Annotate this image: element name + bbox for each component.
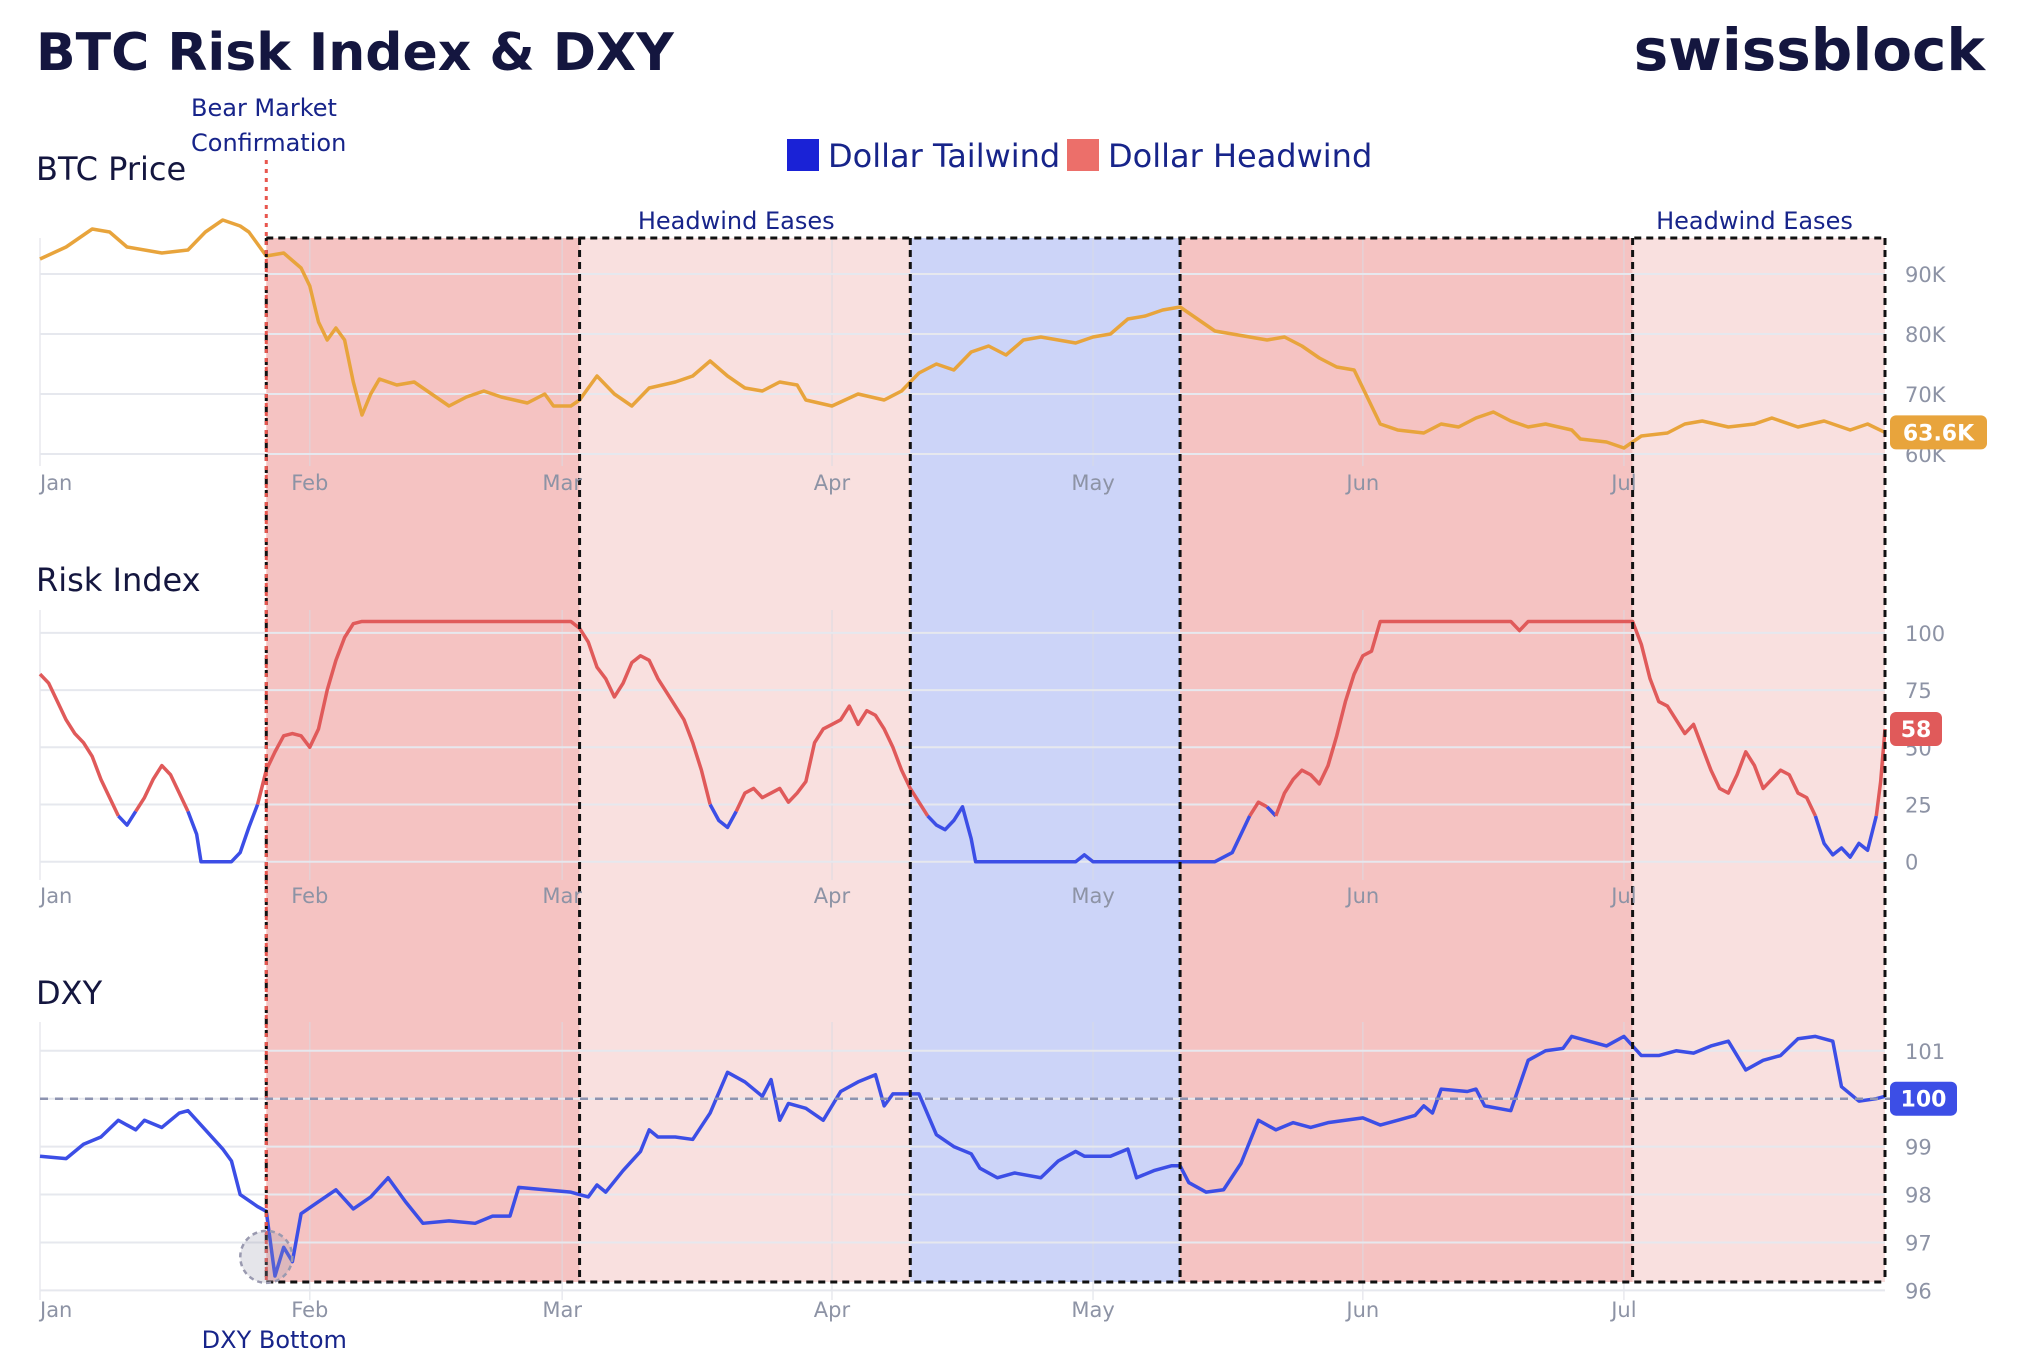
dxy-last-value-label: 100 bbox=[1901, 1088, 1947, 1113]
dxy-series-line bbox=[39, 1034, 1886, 1278]
annotation-dxy-bottom: DXY Bottom bbox=[202, 1326, 347, 1353]
risk-series-segment-5 bbox=[708, 803, 738, 830]
dxy-month-label-apr: Apr bbox=[814, 1298, 851, 1322]
risk-series-segment-9 bbox=[1265, 805, 1278, 818]
panel-label-btc: BTC Price bbox=[36, 150, 186, 188]
risk-series-segment-7 bbox=[926, 805, 1252, 864]
legend-label-dollar-tailwind: Dollar Tailwind bbox=[828, 137, 1060, 175]
risk-series-segment-3 bbox=[186, 803, 260, 864]
btc-month-label-apr: Apr bbox=[814, 471, 851, 495]
dxy-month-label-mar: Mar bbox=[542, 1298, 582, 1322]
risk-month-label-feb: Feb bbox=[291, 884, 328, 908]
dxy-month-label-may: May bbox=[1071, 1298, 1114, 1322]
chart-title: BTC Risk Index & DXY bbox=[36, 23, 675, 83]
dxy-y-tick-2: 98 bbox=[1905, 1184, 1932, 1208]
annotation-bear-market-confirmation: Bear Market Confirmation bbox=[191, 94, 346, 157]
btc-month-label-jan: Jan bbox=[38, 471, 72, 495]
risk-series-segment-8 bbox=[1248, 800, 1268, 817]
risk-month-label-jun: Jun bbox=[1344, 884, 1379, 908]
risk-series-segment-1 bbox=[117, 810, 138, 827]
annotation-headwind-eases-1: Headwind Eases bbox=[638, 207, 835, 235]
brand-logo: swissblock bbox=[1634, 16, 1987, 84]
dxy-month-label-jun: Jun bbox=[1344, 1298, 1379, 1322]
region-headwind-eases-1 bbox=[579, 238, 911, 1282]
risk-month-label-apr: Apr bbox=[814, 884, 851, 908]
risk-last-value-badge bbox=[1890, 711, 1942, 746]
risk-month-label-jan: Jan bbox=[38, 884, 72, 908]
btc-month-label-feb: Feb bbox=[291, 471, 328, 495]
risk-last-value-label: 58 bbox=[1901, 718, 1932, 743]
legend-swatch-dollar-headwind bbox=[1067, 139, 1099, 171]
dxy-y-tick-3: 99 bbox=[1905, 1136, 1932, 1160]
risk-y-tick-4: 100 bbox=[1905, 622, 1945, 646]
btc-y-tick-1: 70K bbox=[1905, 383, 1947, 407]
risk-series-segment-11 bbox=[1813, 815, 1878, 859]
risk-month-label-mar: Mar bbox=[542, 884, 582, 908]
legend: Dollar Tailwind Dollar Headwind bbox=[787, 137, 1372, 175]
risk-series-segment-6 bbox=[734, 704, 930, 817]
dxy-bottom-circle bbox=[239, 1229, 294, 1285]
annotation-headwind-eases-2: Headwind Eases bbox=[1656, 207, 1853, 235]
risk-series-segment-2 bbox=[134, 763, 190, 813]
dxy-month-label-jul: Jul bbox=[1609, 1298, 1636, 1322]
btc-series-line bbox=[39, 218, 1886, 450]
dxy-y-tick-1: 97 bbox=[1905, 1231, 1932, 1255]
annotation-bear-market-line-1: Bear Market bbox=[191, 94, 337, 122]
risk-y-tick-0: 0 bbox=[1905, 851, 1918, 875]
risk-month-label-jul: Jul bbox=[1609, 884, 1636, 908]
btc-month-label-mar: Mar bbox=[542, 471, 582, 495]
btc-month-label-jun: Jun bbox=[1344, 471, 1379, 495]
legend-label-dollar-headwind: Dollar Headwind bbox=[1108, 137, 1372, 175]
risk-series-segment-4 bbox=[255, 619, 712, 805]
btc-last-value-label: 63.6K bbox=[1903, 421, 1975, 446]
legend-swatch-dollar-tailwind bbox=[787, 139, 819, 171]
btc-month-label-may: May bbox=[1071, 471, 1114, 495]
panel-label-risk: Risk Index bbox=[36, 561, 201, 599]
btc-last-value-badge bbox=[1890, 415, 1987, 450]
dxy-month-label-jan: Jan bbox=[38, 1298, 72, 1322]
risk-month-label-may: May bbox=[1071, 884, 1114, 908]
region-headwind-3 bbox=[1180, 238, 1633, 1282]
dxy-last-value-badge bbox=[1890, 1081, 1957, 1116]
risk-series-segment-0 bbox=[38, 672, 120, 817]
dxy-y-tick-5: 101 bbox=[1905, 1040, 1945, 1064]
risk-y-tick-1: 25 bbox=[1905, 793, 1932, 817]
panel-label-dxy: DXY bbox=[36, 974, 103, 1012]
annotation-bear-market-line-2: Confirmation bbox=[191, 129, 346, 157]
btc-y-tick-3: 90K bbox=[1905, 263, 1947, 287]
region-tailwind-2 bbox=[910, 238, 1181, 1282]
dxy-month-label-feb: Feb bbox=[291, 1298, 328, 1322]
region-headwind-eases-4 bbox=[1632, 238, 1885, 1282]
risk-y-tick-3: 75 bbox=[1905, 679, 1932, 703]
region-headwind-0 bbox=[266, 238, 580, 1282]
dxy-y-tick-0: 96 bbox=[1905, 1279, 1932, 1303]
btc-month-label-jul: Jul bbox=[1609, 471, 1636, 495]
btc-y-tick-2: 80K bbox=[1905, 323, 1947, 347]
risk-series-segment-10 bbox=[1274, 619, 1817, 817]
